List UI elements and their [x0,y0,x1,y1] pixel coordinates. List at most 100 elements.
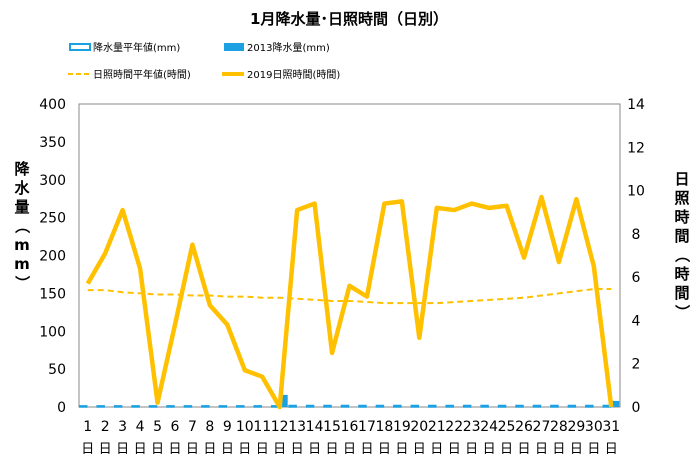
left-axis-title: 降水量 （ mm ） [13,160,31,291]
x-tick-suffix: 日 [168,442,181,457]
axis-title-char: ） [673,304,691,319]
precip-normal-bars [78,404,612,408]
chart-title: 1月降水量･日照時間（日別） [250,10,448,28]
x-tick-suffix: 日 [221,442,234,457]
left-tick-label: 200 [39,249,66,265]
right-tick-label: 10 [627,184,645,200]
right-tick-label: 8 [632,227,641,243]
legend-label-sun-2019: 2019日照時間(時間) [247,69,340,81]
axis-title-char: 時 [674,265,689,283]
precip-normal-bar [567,404,577,408]
axis-title-char: 間 [674,284,689,302]
right-tick-label: 4 [632,313,641,329]
precip-normal-bar [480,404,489,408]
axis-title-char: 時 [674,208,689,226]
x-tick-suffix: 日 [273,442,286,457]
x-tick-suffix: 日 [552,442,565,457]
x-tick-suffix: 日 [308,442,321,457]
x-tick-suffix: 日 [465,442,478,457]
precip-normal-bar [532,404,542,408]
precip-actual-bar [280,394,288,407]
x-tick-suffix: 日 [605,442,618,457]
left-tick-label: 0 [57,400,66,416]
x-tick-label: 5 [153,419,162,435]
x-axis: 1日2日3日4日5日6日7日8日9日10日11日12日13日14日15日16日1… [81,419,620,457]
left-tick-label: 50 [48,362,66,378]
x-tick-label: 19 [393,419,411,435]
x-tick-label: 26 [515,419,533,435]
precip-normal-bar [78,405,88,408]
precip-normal-bar [445,404,454,408]
x-tick-label: 29 [567,419,585,435]
left-tick-label: 150 [39,286,66,302]
x-tick-suffix: 日 [203,442,216,457]
x-tick-label: 6 [171,419,180,435]
x-tick-label: 4 [136,419,145,435]
x-tick-label: 12 [271,419,289,435]
left-tick-label: 250 [39,211,66,227]
x-tick-suffix: 日 [116,442,129,457]
left-tick-label: 300 [39,173,66,189]
precip-normal-bar [550,404,559,408]
axis-title-char: 照 [674,189,689,207]
x-tick-label: 16 [341,419,359,435]
precip-normal-bar [148,405,158,408]
axis-title-char: 量 [14,198,29,216]
legend: 降水量平年値(mm) 2013降水量(mm) 日照時間平年値(時間) 2019日… [68,41,340,81]
x-tick-label: 31 [602,419,620,435]
legend-swatch-precip-2019 [224,43,244,51]
precip-normal-bar [288,404,297,408]
x-tick-label: 11 [253,419,271,435]
left-tick-label: 350 [39,135,66,151]
x-tick-suffix: 日 [343,442,356,457]
x-tick-label: 10 [236,419,254,435]
x-tick-label: 18 [375,419,393,435]
legend-swatch-precip-normal [69,43,91,51]
right-axis: 0 2 4 6 8 10 12 14 [627,97,645,416]
axis-title-char: m [14,255,30,273]
x-tick-suffix: 日 [570,442,583,457]
x-tick-label: 7 [188,419,197,435]
x-tick-label: 30 [585,419,603,435]
right-tick-label: 6 [632,270,641,286]
axis-title-char: 日 [674,170,689,188]
x-tick-label: 3 [118,419,127,435]
x-tick-label: 15 [323,419,341,435]
precip-normal-bar [183,405,193,408]
left-tick-label: 400 [39,97,66,113]
right-axis-title: 日照時間（時間） [673,170,691,320]
sunshine-normal-line [87,288,612,305]
axis-title-char: ） [13,275,31,290]
right-tick-label: 0 [632,400,641,416]
axis-title-char: 水 [14,179,30,197]
x-tick-label: 1 [83,419,92,435]
x-tick-label: 27 [533,419,551,435]
x-tick-suffix: 日 [238,442,251,457]
x-tick-suffix: 日 [535,442,548,457]
precip-normal-bar [462,404,472,408]
plot-area [78,103,621,408]
x-tick-label: 2 [101,419,110,435]
sunshine-2019-line [85,194,614,410]
left-axis: 0 50 100 150 200 250 300 350 400 [39,97,66,416]
x-tick-suffix: 日 [378,442,391,457]
right-tick-label: 12 [627,140,645,156]
precip-normal-bar [236,405,245,408]
x-tick-suffix: 日 [518,442,531,457]
precip-normal-bar [410,404,420,408]
axis-title-char: 降 [14,160,30,178]
x-tick-label: 28 [550,419,568,435]
axis-title-char: （ [13,218,31,233]
x-tick-suffix: 日 [483,442,496,457]
x-tick-label: 25 [498,419,516,435]
x-tick-suffix: 日 [134,442,147,457]
precip-normal-bar [375,404,385,408]
precip-normal-bar [358,404,367,408]
sunshine-lines [85,194,614,410]
right-tick-label: 14 [627,97,645,113]
x-tick-suffix: 日 [360,442,373,457]
legend-label-sun-normal: 日照時間平年値(時間) [93,68,191,81]
x-tick-label: 24 [480,419,498,435]
precip-normal-bar [166,405,175,408]
